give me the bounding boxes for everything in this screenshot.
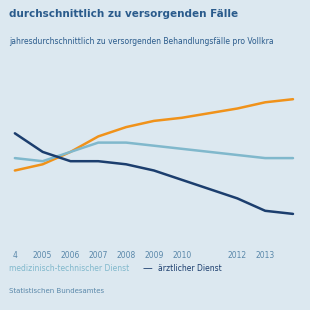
Text: durchschnittlich zu versorgenden Fälle: durchschnittlich zu versorgenden Fälle xyxy=(9,9,238,19)
Text: Statistischen Bundesamtes: Statistischen Bundesamtes xyxy=(9,288,104,294)
Text: medizinisch-technischer Dienst: medizinisch-technischer Dienst xyxy=(9,264,130,273)
Text: —: — xyxy=(143,263,152,273)
Text: ärztlicher Dienst: ärztlicher Dienst xyxy=(158,264,222,273)
Text: jahresdurchschnittlich zu versorgenden Behandlungsfälle pro Vollkra: jahresdurchschnittlich zu versorgenden B… xyxy=(9,37,274,46)
